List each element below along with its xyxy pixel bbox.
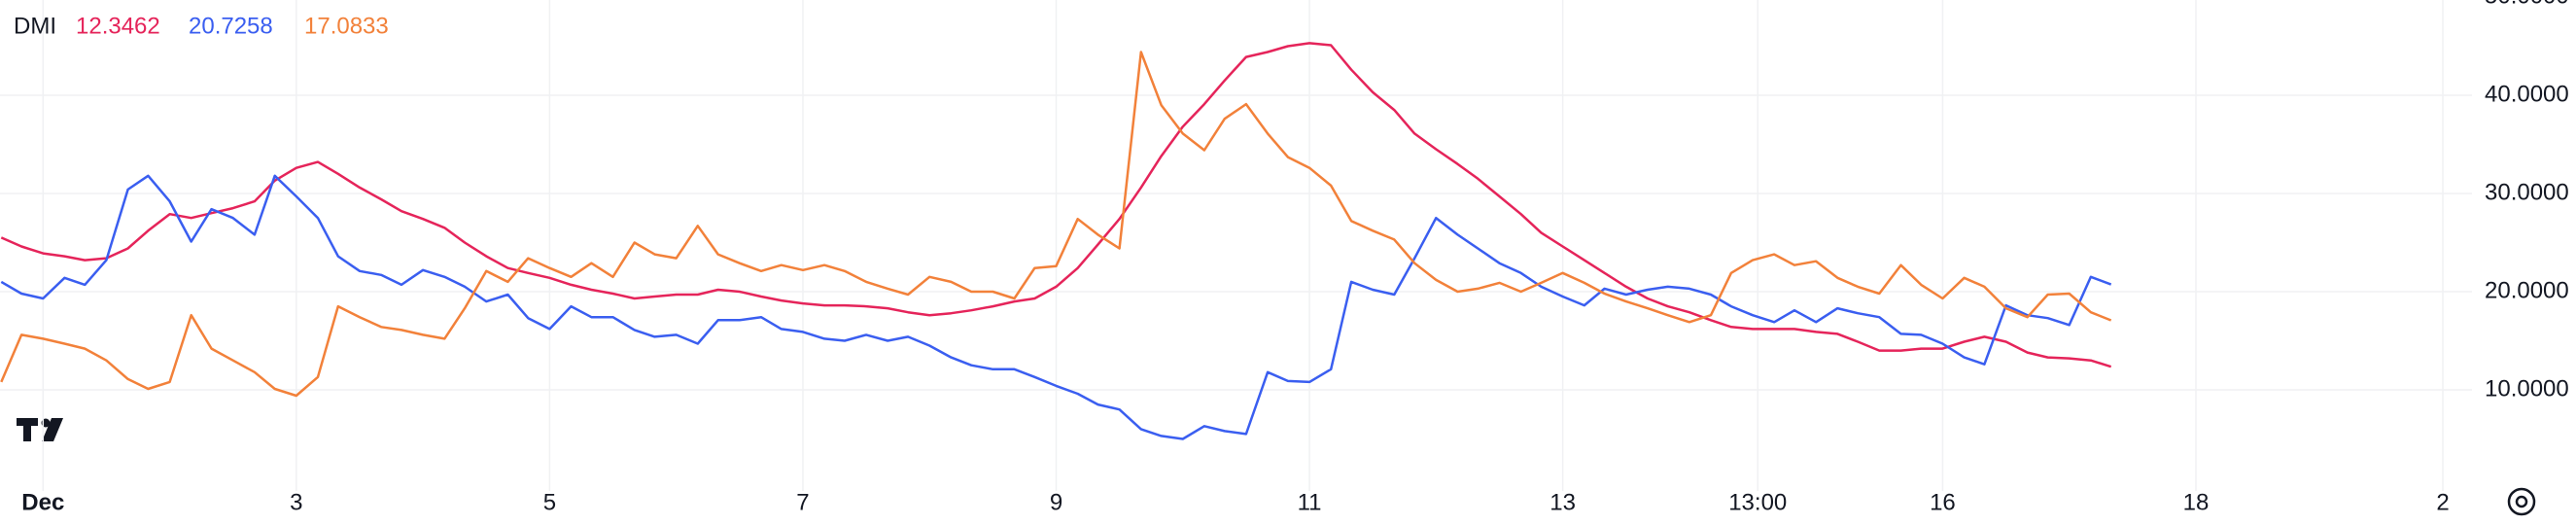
y-tick-label: 50.0000 xyxy=(2485,0,2569,9)
indicator-name: DMI xyxy=(14,13,56,39)
legend-value: 17.0833 xyxy=(304,13,389,39)
x-tick-label: 16 xyxy=(1930,489,1956,515)
settings-icon[interactable] xyxy=(2507,487,2536,516)
x-tick-label: 5 xyxy=(543,489,556,515)
x-tick-label: 3 xyxy=(290,489,302,515)
y-tick-label: 30.0000 xyxy=(2485,179,2569,205)
x-tick-label: 13 xyxy=(1549,489,1576,515)
y-tick-label: 10.0000 xyxy=(2485,375,2569,402)
x-tick-label: 7 xyxy=(796,489,809,515)
legend-value: 20.7258 xyxy=(189,13,273,39)
series-line xyxy=(0,174,2112,440)
legend-value: 12.3462 xyxy=(76,13,160,39)
y-tick-label: 40.0000 xyxy=(2485,81,2569,107)
x-tick-label: 2 xyxy=(2436,489,2449,515)
x-tick-label: 13:00 xyxy=(1728,489,1787,515)
x-tick-label: 9 xyxy=(1050,489,1062,515)
logo xyxy=(17,418,63,441)
x-tick-label: 18 xyxy=(2183,489,2210,515)
x-tick-label: Dec xyxy=(21,489,64,515)
series-line xyxy=(0,51,2112,398)
series-line xyxy=(0,42,2112,368)
y-tick-label: 20.0000 xyxy=(2485,277,2569,303)
x-tick-label: 11 xyxy=(1298,489,1322,515)
grid xyxy=(0,0,2472,491)
